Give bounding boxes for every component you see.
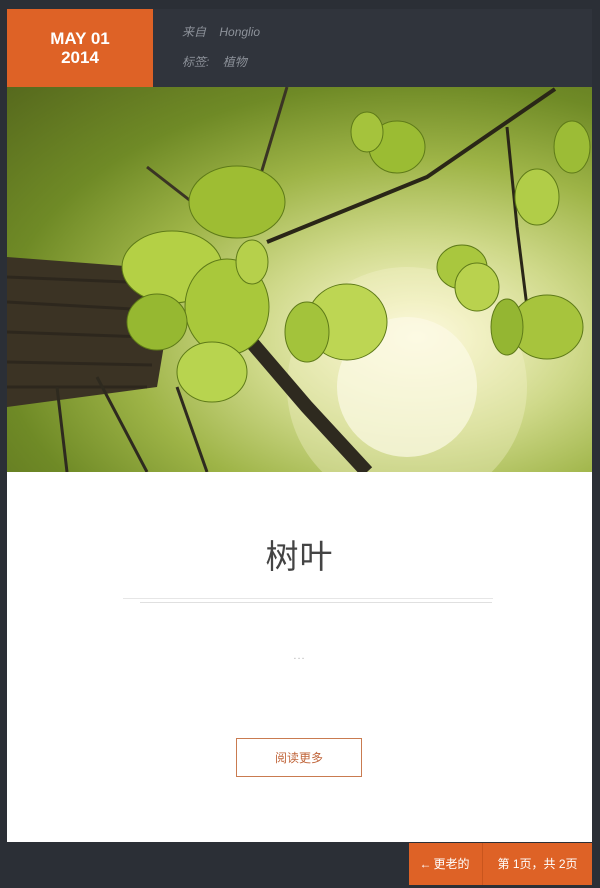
- title-divider-top: [123, 598, 493, 599]
- title-divider-bottom: [140, 602, 492, 603]
- meta-tags-row: 标签: 植物: [182, 55, 260, 85]
- meta-author-row: 来自 Honglio: [182, 25, 260, 55]
- meta-author-label: 来自: [182, 25, 207, 39]
- leaves-illustration: [7, 87, 591, 472]
- pagination: ← 更老的 第 1页，共 2页: [409, 843, 592, 885]
- date-day: MAY 01: [50, 29, 110, 48]
- older-posts-label: 更老的: [433, 857, 470, 871]
- arrow-left-icon: ←: [419, 857, 432, 871]
- hero-image[interactable]: [7, 87, 592, 472]
- older-posts-button[interactable]: ← 更老的: [409, 843, 483, 885]
- post-header: MAY 01 2014 来自 Honglio 标签: 植物: [7, 9, 592, 87]
- date-year: 2014: [61, 48, 99, 67]
- read-more-button[interactable]: 阅读更多: [236, 738, 362, 777]
- meta-author-link[interactable]: Honglio: [219, 25, 261, 39]
- date-badge: MAY 01 2014: [7, 9, 153, 87]
- post-title[interactable]: 树叶: [265, 537, 334, 576]
- meta-tags-label: 标签:: [182, 55, 210, 69]
- post-meta: 来自 Honglio 标签: 植物: [182, 25, 260, 85]
- post-excerpt: ...: [293, 650, 306, 662]
- meta-tag-link[interactable]: 植物: [222, 55, 247, 69]
- page-info: 第 1页，共 2页: [497, 857, 578, 871]
- post-body: 树叶 ... 阅读更多: [7, 472, 592, 842]
